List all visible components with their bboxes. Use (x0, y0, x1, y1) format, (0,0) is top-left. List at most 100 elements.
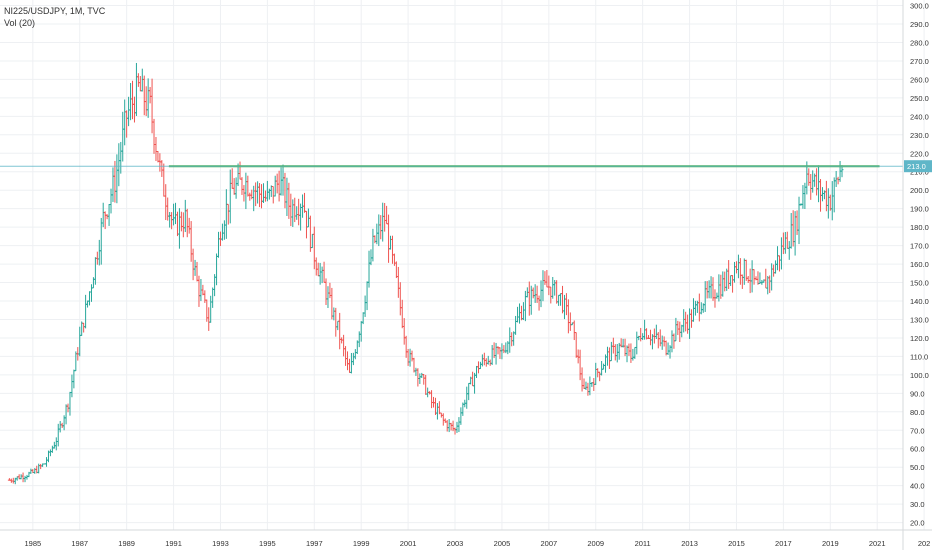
ohlc-bar[interactable] (244, 172, 248, 210)
ohlc-bar[interactable] (537, 295, 541, 311)
ohlc-bar[interactable] (742, 258, 746, 285)
ohlc-bar[interactable] (502, 345, 506, 354)
ohlc-bar[interactable] (703, 281, 707, 312)
ohlc-bar[interactable] (168, 212, 172, 228)
ohlc-bar[interactable] (504, 342, 508, 354)
ohlc-bar[interactable] (209, 295, 213, 323)
ohlc-bar[interactable] (676, 320, 680, 336)
ohlc-bar[interactable] (705, 281, 709, 299)
ohlc-bar[interactable] (475, 365, 479, 378)
ohlc-bar[interactable] (117, 143, 121, 187)
ohlc-bar[interactable] (390, 235, 394, 264)
ohlc-bar[interactable] (50, 445, 54, 453)
ohlc-bar[interactable] (138, 76, 142, 92)
ohlc-bar[interactable] (369, 249, 373, 266)
ohlc-bar[interactable] (226, 203, 230, 225)
ohlc-bar[interactable] (588, 376, 592, 396)
ohlc-bar[interactable] (240, 177, 244, 195)
ohlc-bar[interactable] (74, 351, 78, 372)
ohlc-bar[interactable] (791, 210, 795, 247)
ohlc-bar[interactable] (265, 180, 269, 202)
ohlc-bar[interactable] (359, 321, 363, 342)
ohlc-bar[interactable] (389, 235, 393, 250)
ohlc-bar[interactable] (656, 332, 660, 349)
ohlc-bar[interactable] (680, 324, 684, 338)
ohlc-bar[interactable] (416, 368, 420, 387)
ohlc-bar[interactable] (545, 269, 549, 288)
ohlc-bar[interactable] (373, 235, 377, 244)
ohlc-bar[interactable] (594, 362, 598, 385)
ohlc-bar[interactable] (770, 263, 774, 291)
ohlc-bar[interactable] (684, 311, 688, 332)
ohlc-bar[interactable] (254, 182, 258, 207)
ohlc-bar[interactable] (600, 361, 604, 376)
ohlc-bar[interactable] (451, 420, 455, 432)
ohlc-bar[interactable] (261, 183, 265, 203)
ohlc-bar[interactable] (195, 261, 199, 282)
ohlc-bar[interactable] (64, 404, 68, 425)
ohlc-bar[interactable] (271, 186, 275, 204)
ohlc-bar[interactable] (733, 261, 737, 283)
ohlc-bar[interactable] (129, 83, 133, 121)
ohlc-bar[interactable] (127, 96, 131, 127)
ohlc-bar[interactable] (19, 474, 23, 480)
ohlc-bar[interactable] (815, 168, 819, 196)
ohlc-bar[interactable] (256, 181, 260, 204)
ohlc-bar[interactable] (197, 275, 201, 307)
ohlc-bar[interactable] (564, 293, 568, 316)
ohlc-bar[interactable] (793, 211, 797, 256)
ohlc-bar[interactable] (750, 260, 754, 293)
ohlc-bar[interactable] (580, 367, 584, 392)
ohlc-bar[interactable] (435, 402, 439, 420)
ohlc-bar[interactable] (498, 347, 502, 359)
ohlc-bar[interactable] (365, 281, 369, 311)
ohlc-bar[interactable] (731, 275, 735, 293)
ohlc-bar[interactable] (89, 284, 93, 302)
ohlc-bar[interactable] (783, 232, 787, 254)
ohlc-bar[interactable] (99, 217, 103, 265)
ohlc-bar[interactable] (455, 421, 459, 433)
ohlc-bar[interactable] (103, 211, 107, 230)
ohlc-bar[interactable] (142, 75, 146, 116)
ohlc-bar[interactable] (484, 358, 488, 367)
ohlc-bar[interactable] (217, 231, 221, 258)
ohlc-bar[interactable] (281, 164, 285, 196)
ohlc-bar[interactable] (404, 335, 408, 358)
ohlc-bar[interactable] (709, 276, 713, 299)
ohlc-bar[interactable] (615, 343, 619, 363)
ohlc-bar[interactable] (187, 217, 191, 234)
ohlc-bar[interactable] (441, 413, 445, 426)
ohlc-bar[interactable] (613, 344, 617, 361)
ohlc-bar[interactable] (519, 305, 523, 321)
ohlc-bar[interactable] (795, 210, 799, 235)
ohlc-bar[interactable] (789, 213, 793, 249)
ohlc-bar[interactable] (832, 177, 836, 213)
ohlc-bar[interactable] (101, 202, 105, 228)
ohlc-bar[interactable] (602, 363, 606, 370)
ohlc-bar[interactable] (107, 204, 111, 226)
ohlc-bar[interactable] (246, 175, 250, 197)
ohlc-bar[interactable] (697, 293, 701, 322)
ohlc-bar[interactable] (220, 223, 224, 241)
ohlc-bar[interactable] (533, 284, 537, 303)
ohlc-bar[interactable] (177, 208, 181, 249)
ohlc-bar[interactable] (285, 177, 289, 217)
ohlc-bar[interactable] (772, 264, 776, 277)
ohlc-bar[interactable] (314, 257, 318, 276)
ohlc-bar[interactable] (140, 68, 144, 92)
volume-legend[interactable]: Vol (20) (4, 18, 36, 28)
ohlc-bar[interactable] (303, 192, 307, 213)
ohlc-bar[interactable] (29, 468, 33, 474)
ohlc-bar[interactable] (820, 187, 824, 202)
ohlc-bar[interactable] (578, 349, 582, 381)
ohlc-bar[interactable] (398, 282, 402, 316)
ohlc-bar[interactable] (174, 202, 178, 225)
ohlc-bar[interactable] (424, 374, 428, 395)
ohlc-bar[interactable] (412, 357, 416, 373)
ohlc-bar[interactable] (541, 270, 545, 302)
ohlc-bar[interactable] (357, 331, 361, 348)
ohlc-bar[interactable] (518, 303, 522, 324)
ohlc-bar[interactable] (232, 178, 236, 195)
ohlc-bar[interactable] (809, 174, 813, 200)
ohlc-bar[interactable] (690, 309, 694, 328)
